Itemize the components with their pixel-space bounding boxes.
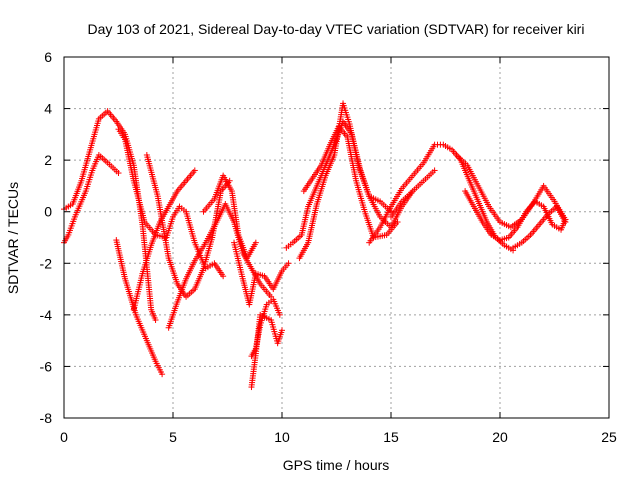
plot-frame <box>63 56 610 419</box>
data-point <box>220 273 227 280</box>
data-point <box>115 170 122 177</box>
x-tick-label: 10 <box>274 429 290 445</box>
series-arc-10 <box>248 296 283 360</box>
y-tick-label: 4 <box>44 101 52 117</box>
data-point <box>276 311 283 318</box>
chart-title: Day 103 of 2021, Sidereal Day-to-day VTE… <box>88 21 585 37</box>
data-point <box>279 327 285 334</box>
series-arc-11 <box>248 311 285 391</box>
x-tick-label: 20 <box>492 429 508 445</box>
series-arc-15 <box>366 141 517 254</box>
series-arc-9 <box>231 239 292 308</box>
series-arc-7 <box>165 200 275 331</box>
x-tick-label: 25 <box>601 429 617 445</box>
series-arc-6 <box>130 167 198 313</box>
data-point <box>562 219 569 226</box>
series-arc-18 <box>462 188 569 244</box>
y-tick-label: 0 <box>44 204 52 220</box>
data-point <box>191 167 198 174</box>
data-point <box>252 239 259 246</box>
x-axis-label: GPS time / hours <box>283 457 390 473</box>
axis-ticks: 0 5 10 15 20 25 -8 -6 -4 -2 0 2 4 6 <box>40 49 617 445</box>
series-arc-8 <box>200 172 259 262</box>
data-point <box>285 260 292 267</box>
y-tick-label: 6 <box>44 49 52 65</box>
y-tick-label: 2 <box>44 152 52 168</box>
series-arc-16 <box>388 167 438 220</box>
y-tick-label: -2 <box>40 255 53 271</box>
series-arc-2 <box>61 151 122 246</box>
x-tick-label: 15 <box>383 429 399 445</box>
x-tick-label: 0 <box>60 429 68 445</box>
series-arc-4 <box>115 126 227 280</box>
y-tick-label: -8 <box>40 410 53 426</box>
data-point <box>394 219 401 226</box>
y-tick-label: -6 <box>40 358 53 374</box>
data-point <box>431 167 438 174</box>
y-axis-label: SDTVAR / TECUs <box>5 182 21 294</box>
series-arc-3 <box>113 237 166 378</box>
data-point <box>152 317 159 324</box>
data-point <box>159 371 166 378</box>
series-arc-19 <box>510 203 569 251</box>
data-points <box>61 100 569 391</box>
x-tick-label: 5 <box>169 429 177 445</box>
y-tick-label: -4 <box>40 307 53 323</box>
series-arc-14 <box>300 123 401 241</box>
